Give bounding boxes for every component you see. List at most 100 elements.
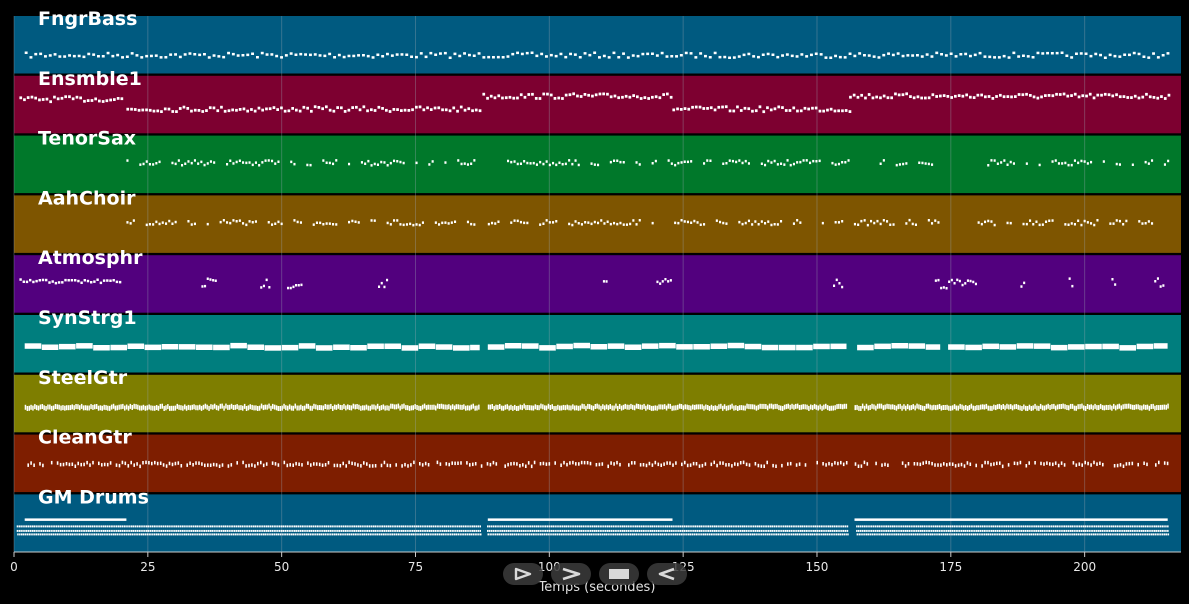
note	[936, 529, 939, 532]
note	[190, 529, 193, 532]
note	[495, 533, 497, 536]
note	[1167, 533, 1170, 536]
note	[152, 533, 154, 536]
note	[232, 219, 235, 222]
note	[230, 533, 233, 536]
note	[899, 403, 901, 409]
stop-button[interactable]	[599, 563, 639, 585]
note	[758, 105, 762, 109]
note	[1023, 281, 1026, 285]
note	[694, 56, 698, 59]
note	[597, 221, 600, 225]
note	[1010, 533, 1012, 536]
track-notes	[126, 218, 1154, 227]
note	[59, 462, 62, 467]
note	[600, 219, 603, 222]
note	[519, 533, 521, 536]
note	[586, 533, 589, 536]
note	[955, 405, 958, 411]
note	[1140, 525, 1143, 528]
note	[578, 56, 582, 59]
note	[616, 533, 619, 536]
note	[689, 463, 692, 467]
note	[1085, 343, 1102, 350]
note	[983, 55, 987, 58]
note	[302, 105, 306, 109]
note	[523, 160, 526, 163]
note	[820, 525, 822, 528]
note	[344, 529, 347, 532]
note	[935, 95, 938, 98]
note	[779, 344, 796, 351]
note	[1079, 529, 1081, 532]
note	[946, 95, 950, 98]
note	[1002, 529, 1004, 532]
play-button[interactable]	[503, 563, 543, 585]
rewind-button[interactable]	[647, 563, 687, 585]
note	[955, 529, 957, 532]
note	[227, 109, 231, 113]
note	[1092, 525, 1094, 528]
note	[1118, 55, 1122, 58]
note	[628, 533, 630, 536]
note	[247, 405, 250, 411]
note	[175, 525, 178, 528]
note	[401, 345, 419, 351]
note	[174, 53, 177, 56]
note	[303, 405, 306, 411]
note	[1148, 525, 1150, 528]
note	[1047, 533, 1050, 536]
note	[212, 279, 215, 282]
note	[168, 525, 170, 528]
note	[1105, 533, 1108, 536]
note	[547, 403, 550, 409]
note	[513, 533, 516, 536]
note	[350, 533, 353, 536]
note	[722, 162, 725, 165]
note	[1020, 285, 1023, 288]
note	[298, 533, 300, 536]
note	[674, 533, 677, 536]
note	[732, 109, 736, 113]
note	[466, 405, 469, 411]
note	[56, 525, 58, 528]
note	[860, 464, 863, 468]
note	[196, 525, 198, 528]
note	[712, 533, 714, 536]
note	[708, 406, 711, 411]
note	[910, 529, 912, 532]
note	[550, 529, 553, 532]
fast-forward-button[interactable]	[551, 563, 591, 585]
note	[319, 221, 322, 225]
note	[131, 405, 133, 410]
note	[867, 525, 869, 528]
note	[605, 404, 608, 410]
note	[236, 461, 238, 465]
note	[178, 107, 182, 110]
note	[451, 525, 453, 528]
note	[257, 533, 259, 536]
note	[1135, 404, 1137, 410]
note	[265, 278, 268, 282]
note	[207, 463, 209, 467]
note	[970, 403, 973, 409]
note	[508, 95, 512, 99]
note	[446, 533, 448, 536]
note	[398, 525, 401, 528]
note	[535, 529, 538, 532]
note	[463, 404, 465, 410]
note	[415, 529, 418, 532]
note	[838, 282, 841, 285]
note	[152, 163, 155, 166]
note	[409, 222, 412, 226]
note	[1116, 525, 1118, 528]
note	[658, 96, 662, 100]
note	[594, 93, 598, 97]
note	[373, 404, 375, 410]
note	[929, 529, 931, 532]
note	[215, 405, 218, 411]
note	[771, 525, 774, 528]
note	[200, 525, 202, 528]
note	[924, 533, 926, 536]
note	[702, 525, 704, 528]
